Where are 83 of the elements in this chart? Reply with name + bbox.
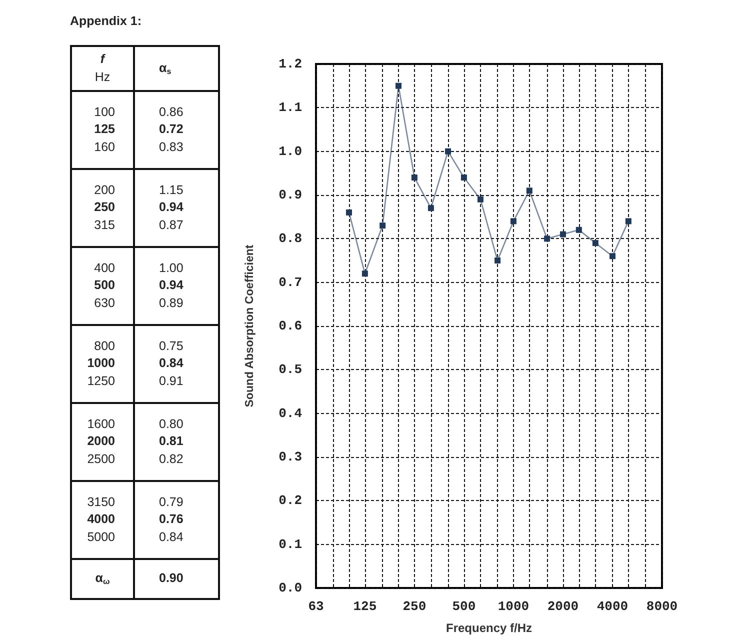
point (560, 231, 566, 238)
point (544, 236, 550, 242)
text: 160 (93, 138, 115, 156)
point (625, 218, 632, 224)
y-tick-label: 0.0 (278, 580, 302, 596)
text: 1000 (86, 355, 115, 372)
point (396, 82, 402, 89)
y-tick-label: 0.3 (278, 450, 302, 464)
text: 1.15 (159, 182, 184, 199)
text: α$_{s}$ (159, 60, 172, 78)
text: 5000 (86, 528, 115, 546)
text: 4000 (86, 511, 115, 528)
text: 315 (93, 216, 115, 234)
point (576, 226, 582, 233)
text: 0.91 (159, 372, 184, 390)
text: 0.82 (159, 450, 184, 468)
text: 0.87 (159, 216, 184, 234)
y-tick-label: 0.1 (278, 536, 302, 552)
text: 0.86 (159, 104, 184, 121)
text: 630 (93, 294, 115, 312)
text: 0.89 (159, 294, 184, 312)
x-tick-label: 500 (452, 599, 476, 614)
text: 400 (93, 260, 115, 277)
point (411, 174, 418, 181)
x-tick-label: 2000 (547, 599, 579, 614)
point (494, 258, 501, 264)
x-tick-label: 4000 (596, 599, 628, 614)
point (362, 270, 368, 277)
text: 100 (93, 104, 115, 121)
point (445, 148, 452, 154)
text: 2000 (86, 433, 115, 450)
point (592, 240, 598, 246)
y-tick-label: 0.4 (278, 406, 302, 421)
text: 0.94 (159, 199, 184, 216)
text: 500 (93, 277, 115, 294)
text: 0.79 (159, 494, 184, 511)
y-tick-label: 0.8 (278, 231, 302, 246)
text: α$_{ω}$ (94, 570, 111, 588)
text: 1250 (86, 372, 115, 390)
point (609, 253, 616, 260)
y-axis-title: Sound Absorption Coefficient (244, 244, 256, 408)
text: Appendix 1: (70, 14, 142, 28)
text: 3150 (86, 494, 115, 511)
text: 200 (93, 182, 115, 199)
text: 2500 (86, 450, 115, 468)
text: 1.00 (159, 260, 184, 277)
text: 0.90 (159, 570, 184, 588)
point (477, 196, 484, 202)
point (460, 174, 467, 181)
x-tick-label: 125 (353, 599, 377, 614)
x-tick-label: 8000 (646, 599, 678, 614)
x-tick-label: 250 (402, 599, 426, 614)
point (510, 218, 516, 224)
y-tick-label: 1.0 (278, 144, 302, 159)
point (526, 188, 532, 194)
point (346, 209, 352, 216)
y-tick-label: 0.6 (278, 318, 302, 334)
y-tick-label: 0.2 (278, 493, 302, 508)
text: 0.76 (159, 511, 184, 528)
text: 0.81 (159, 433, 184, 450)
text: 1600 (86, 416, 115, 433)
x-axis-title: Frequency f/Hz (446, 621, 532, 635)
text: 800 (93, 338, 115, 355)
text: 0.94 (159, 277, 184, 294)
y-tick-label: 0.9 (278, 188, 302, 202)
text: Hz (94, 68, 112, 86)
y-tick-label: 0.5 (278, 362, 302, 378)
y-tick-label: 1.2 (278, 56, 302, 72)
text: 0.84 (159, 528, 184, 546)
text: 0.84 (159, 355, 184, 372)
text: 0.80 (159, 416, 184, 433)
text: 0.72 (159, 121, 184, 138)
x-tick-label: 63 (308, 599, 324, 614)
text: 0.83 (159, 138, 184, 156)
text: 0.75 (159, 338, 184, 355)
point (380, 222, 386, 229)
text: 250 (93, 199, 115, 216)
y-tick-label: 1.1 (278, 100, 302, 116)
y-tick-label: 0.7 (278, 274, 302, 290)
text: 125 (93, 121, 115, 138)
x-tick-label: 1000 (498, 599, 530, 614)
point (428, 205, 434, 212)
text: f (99, 51, 106, 68)
